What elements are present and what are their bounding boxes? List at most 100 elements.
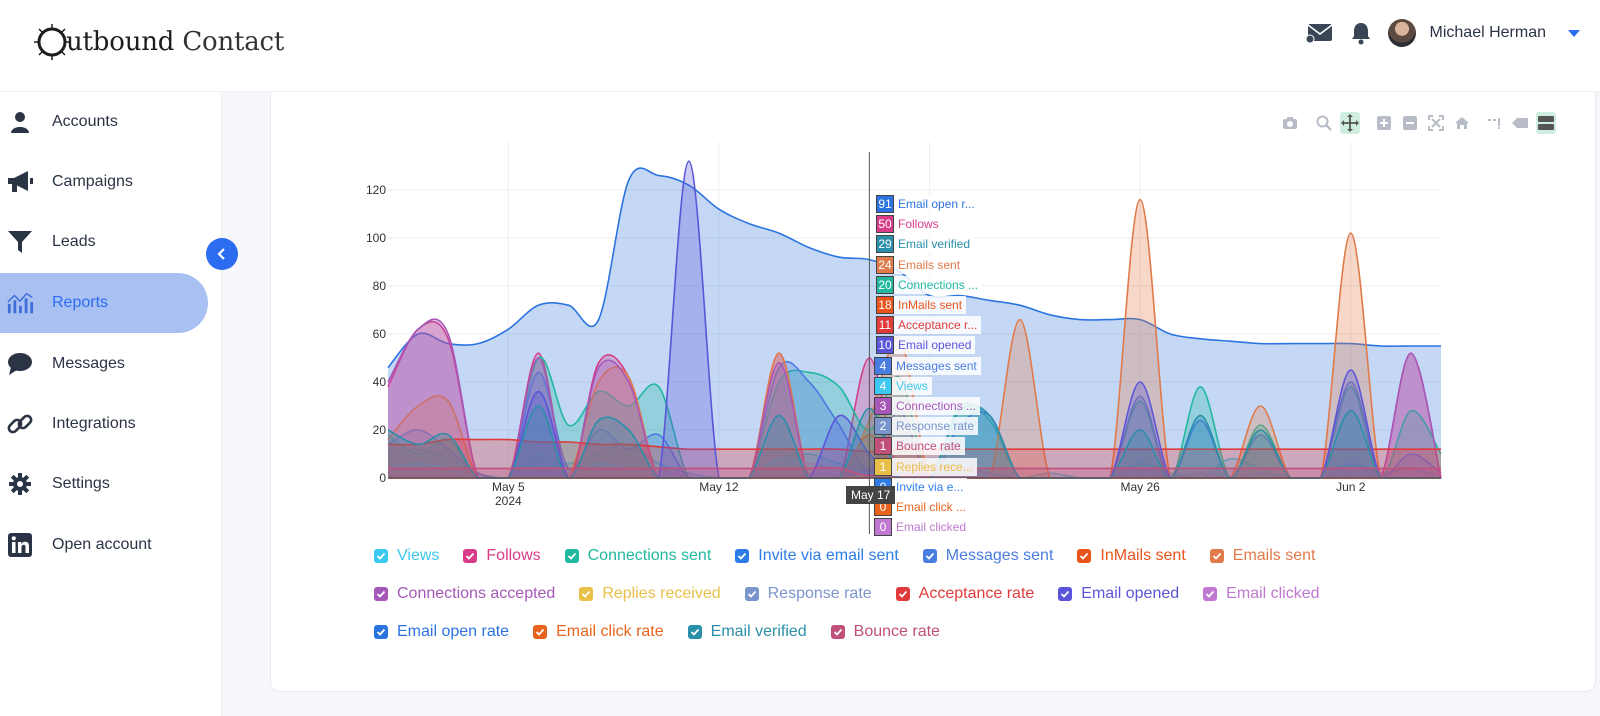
hover-closest-icon[interactable]	[1510, 112, 1530, 134]
legend-item-email-opened[interactable]: Email opened	[1058, 582, 1179, 606]
legend-item-views[interactable]: Views	[374, 544, 439, 568]
sidebar-item-leads[interactable]: Leads	[0, 212, 208, 272]
zoom-in-icon[interactable]	[1374, 112, 1394, 134]
sidebar-item-reports[interactable]: Reports	[0, 273, 208, 333]
hover-tooltip-value: 50	[876, 215, 894, 234]
hover-x-label: May 17	[846, 486, 896, 504]
checkbox-checked-icon[interactable]	[922, 549, 937, 563]
series-area-connections-accepted	[388, 319, 1441, 478]
checkbox-checked-icon[interactable]	[1077, 549, 1092, 563]
sidebar-item-label: Messages	[52, 355, 125, 372]
x-tick-label: May 12	[699, 480, 739, 494]
series-area-email-verified	[388, 404, 1441, 478]
spike-lines-icon[interactable]	[1484, 112, 1504, 134]
chat-bubble-icon	[6, 350, 34, 378]
hover-tooltip-item: 3 Connections ...	[874, 397, 981, 415]
megaphone-icon	[6, 168, 34, 196]
sidebar-item-integrations[interactable]: Integrations	[0, 394, 208, 454]
legend-item-messages-sent[interactable]: Messages sent	[922, 544, 1054, 568]
y-tick-label: 120	[366, 183, 386, 197]
hover-tooltip-label: Follows	[894, 215, 943, 234]
legend-label: Messages sent	[945, 547, 1054, 564]
hover-tooltip-value: 4	[874, 356, 892, 375]
autoscale-icon[interactable]	[1426, 112, 1446, 134]
checkbox-checked-icon[interactable]	[895, 587, 910, 601]
hover-tooltip-label: Email opened	[894, 336, 976, 355]
reset-axes-icon[interactable]	[1452, 112, 1472, 134]
checkbox-checked-icon[interactable]	[533, 625, 548, 639]
legend-item-replies-received[interactable]: Replies received	[579, 582, 721, 606]
gear-icon	[6, 470, 34, 498]
legend-item-bounce-rate[interactable]: Bounce rate	[830, 620, 940, 644]
legend-item-acceptance-rate[interactable]: Acceptance rate	[895, 582, 1034, 606]
collapse-sidebar-button[interactable]	[206, 238, 238, 270]
checkbox-checked-icon[interactable]	[463, 549, 478, 563]
checkbox-checked-icon[interactable]	[579, 587, 594, 601]
x-tick-label: Jun 2	[1336, 480, 1366, 494]
checkbox-checked-icon[interactable]	[687, 625, 702, 639]
legend-label: Connections accepted	[397, 585, 556, 602]
hover-compare-icon[interactable]	[1536, 112, 1556, 134]
user-icon	[6, 108, 34, 136]
zoom-out-icon[interactable]	[1400, 112, 1420, 134]
sidebar-item-messages[interactable]: Messages	[0, 334, 208, 394]
legend-label: Email clicked	[1226, 585, 1320, 602]
legend-item-follows[interactable]: Follows	[463, 544, 541, 568]
legend-item-connections-sent[interactable]: Connections sent	[564, 544, 711, 568]
checkbox-checked-icon[interactable]	[564, 549, 579, 563]
legend-row: Views Follows Connections sent Invite via e…	[374, 544, 1339, 568]
sidebar-item-label: Campaigns	[52, 173, 133, 190]
hover-tooltip-label: Bounce rate	[892, 437, 965, 456]
avatar[interactable]	[1387, 19, 1416, 47]
brand-logo[interactable]: utbound Contact	[34, 22, 284, 62]
checkbox-checked-icon[interactable]	[374, 625, 388, 639]
legend-item-emails-sent[interactable]: Emails sent	[1209, 544, 1315, 568]
legend-item-email-clicked[interactable]: Email clicked	[1203, 582, 1320, 606]
legend-label: Replies received	[602, 585, 721, 602]
legend-item-invite-via-email-sent[interactable]: Invite via email sent	[735, 544, 899, 568]
hover-tooltip-value: 10	[876, 336, 894, 355]
funnel-icon	[6, 228, 34, 256]
report-card	[270, 92, 1596, 692]
mail-icon[interactable]	[1304, 18, 1334, 48]
sidebar-item-campaigns[interactable]: Campaigns	[0, 152, 208, 212]
sidebar-item-accounts[interactable]: Accounts	[0, 92, 208, 152]
checkbox-checked-icon[interactable]	[374, 587, 388, 601]
legend-item-response-rate[interactable]: Response rate	[744, 582, 872, 606]
series-area-messages-sent	[388, 361, 1441, 478]
legend-item-email-click-rate[interactable]: Email click rate	[533, 620, 664, 644]
hover-tooltip-item: 18 InMails sent	[876, 296, 967, 314]
legend-item-email-open-rate[interactable]: Email open rate	[374, 620, 509, 644]
checkbox-checked-icon[interactable]	[830, 625, 845, 639]
checkbox-checked-icon[interactable]	[1203, 587, 1218, 601]
checkbox-checked-icon[interactable]	[1058, 587, 1073, 601]
pan-icon[interactable]	[1340, 112, 1360, 134]
checkbox-checked-icon[interactable]	[735, 549, 750, 563]
hover-tooltip-value: 91	[876, 195, 894, 213]
legend-item-inmails-sent[interactable]: InMails sent	[1077, 544, 1186, 568]
sidebar-item-settings[interactable]: Settings	[0, 454, 208, 514]
sidebar: Accounts Campaigns Leads Reports Message…	[0, 92, 238, 716]
user-name[interactable]: Michael Herman	[1429, 24, 1546, 41]
hover-tooltip-label: Email clicked	[892, 518, 971, 537]
legend-item-connections-accepted[interactable]: Connections accepted	[374, 582, 555, 606]
zoom-icon[interactable]	[1314, 112, 1334, 134]
hover-tooltip-label: Replies rece...	[892, 457, 977, 476]
hover-tooltip-label: Response rate	[892, 417, 979, 436]
y-tick-label: 80	[373, 279, 387, 293]
series-area-response-rate	[388, 453, 1441, 478]
hover-tooltip-item: 24 Emails sent	[876, 255, 965, 274]
hover-tooltip-value: 4	[874, 376, 892, 395]
legend-row: Email open rate Email click rate Email ver…	[374, 620, 964, 644]
bell-icon[interactable]	[1346, 18, 1376, 48]
camera-icon[interactable]	[1280, 112, 1300, 134]
checkbox-checked-icon[interactable]	[1209, 549, 1224, 563]
checkbox-checked-icon[interactable]	[374, 549, 388, 563]
link-icon	[6, 410, 34, 438]
checkbox-checked-icon[interactable]	[744, 587, 759, 601]
hover-tooltip-label: Email verified	[894, 235, 975, 254]
sidebar-item-open-account[interactable]: Open account	[0, 515, 208, 575]
legend-item-email-verified[interactable]: Email verified	[687, 620, 807, 644]
sidebar-item-label: Leads	[52, 233, 96, 250]
chevron-down-icon[interactable]	[1568, 29, 1580, 37]
